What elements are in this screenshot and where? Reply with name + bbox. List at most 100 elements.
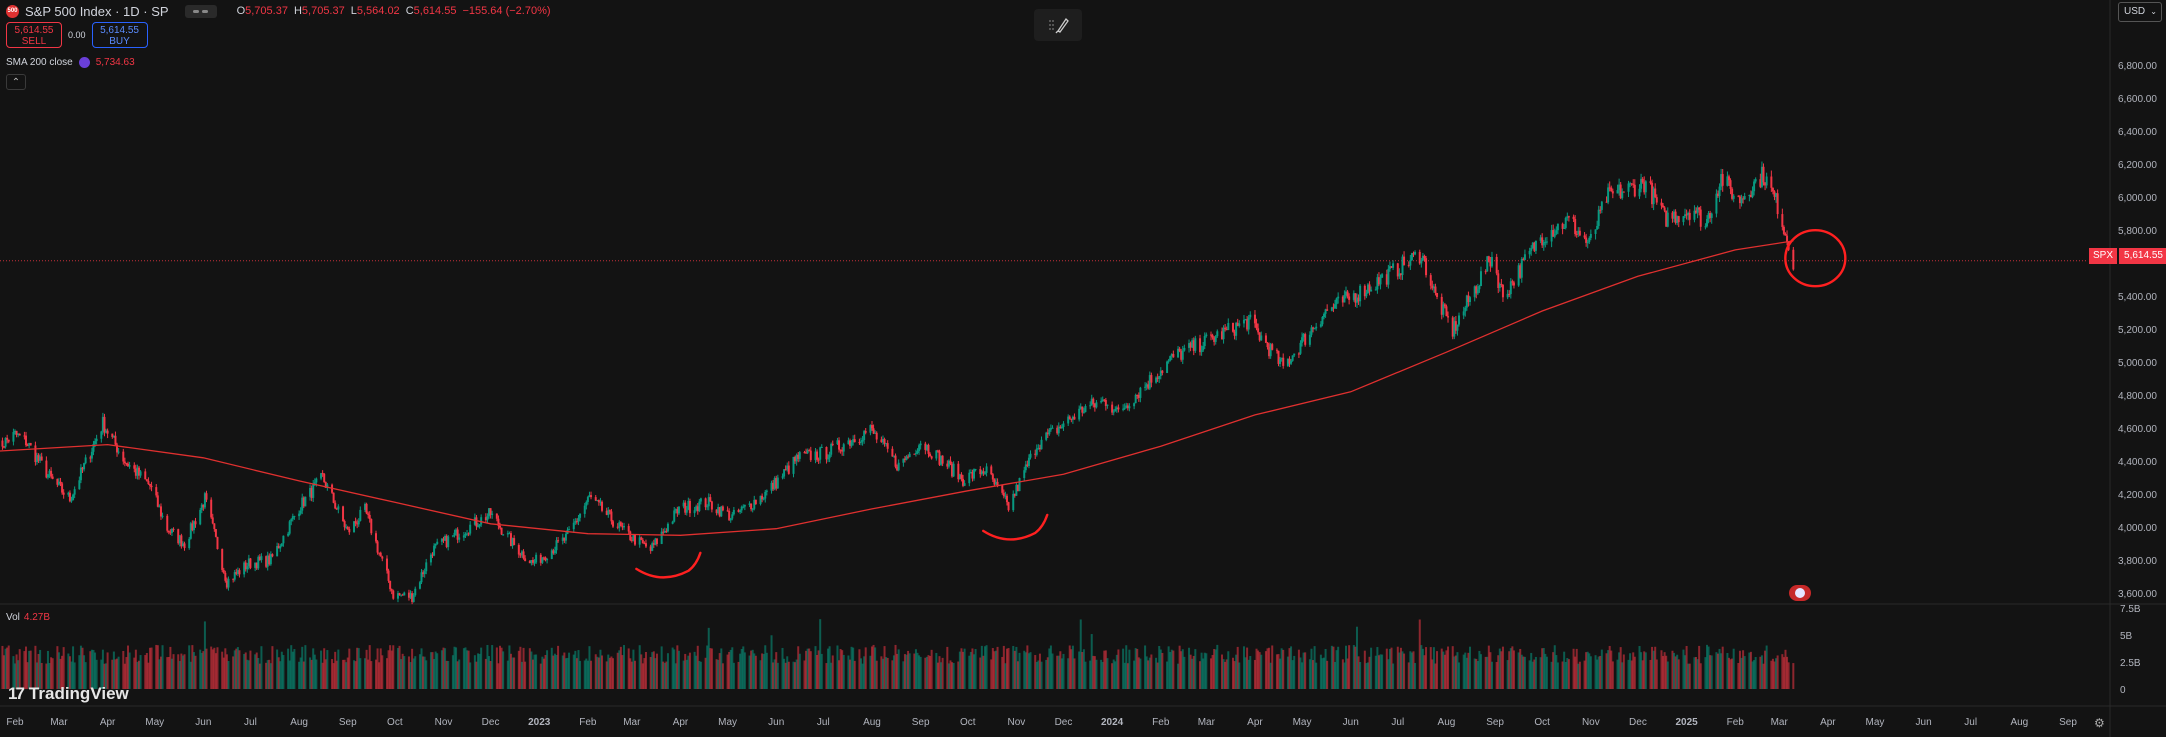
candle-body	[203, 493, 206, 508]
candle-body	[935, 450, 938, 459]
candle-body	[1026, 464, 1029, 466]
volume-bar	[1773, 661, 1776, 689]
candle-body	[682, 502, 685, 507]
volume-bar	[1376, 647, 1379, 689]
candle-body	[1106, 404, 1109, 406]
candlesticks[interactable]	[0, 161, 1795, 605]
volume-bar	[1749, 651, 1752, 689]
collapse-legend-button[interactable]: ⌃	[6, 74, 26, 90]
time-tick-label: Mar	[50, 717, 68, 728]
volume-legend[interactable]: Vol 4.27B	[6, 612, 50, 623]
candle-body	[1067, 416, 1070, 424]
candle-body	[638, 537, 641, 545]
candle-body	[39, 456, 42, 461]
candle-body	[1693, 210, 1696, 220]
currency-label: USD	[2124, 6, 2146, 17]
buy-button[interactable]: 5,614.55 BUY	[91, 22, 148, 48]
candle-body	[1249, 314, 1252, 318]
low-label: L	[350, 5, 357, 17]
candle-body	[1312, 327, 1315, 329]
economic-event-icon[interactable]	[1789, 585, 1811, 601]
volume-bar	[1181, 649, 1184, 689]
candle-body	[1699, 209, 1702, 227]
candle-body	[466, 533, 469, 535]
candle-body	[1583, 235, 1586, 238]
volume-bar	[520, 661, 523, 689]
volume-bar	[1445, 650, 1448, 689]
volume-bar	[1144, 645, 1147, 689]
volume-bar	[1221, 654, 1224, 689]
drawn-annotations[interactable]	[635, 228, 1847, 579]
drawing-toolbar[interactable]	[1034, 9, 1082, 41]
candle-body	[1290, 360, 1293, 364]
volume-bar	[530, 651, 533, 689]
volume-bar	[852, 647, 855, 689]
time-tick-label: Aug	[2010, 717, 2028, 728]
candle-body	[100, 431, 103, 439]
visibility-toggle-icon[interactable]	[184, 4, 217, 18]
candle-body	[938, 451, 941, 465]
candle-body	[1410, 253, 1413, 260]
tradingview-logo[interactable]: 17 TradingView	[8, 684, 129, 704]
sell-button[interactable]: 5,614.55 SELL	[6, 22, 62, 48]
volume-bar	[590, 660, 593, 689]
candle-body	[958, 474, 961, 480]
volume-bar	[455, 647, 458, 689]
volume-bar	[1597, 656, 1600, 689]
candle-body	[1759, 179, 1762, 187]
sma-legend[interactable]: SMA 200 close 5,734.63	[6, 57, 135, 68]
candle-body	[280, 543, 283, 547]
candle-body	[1731, 188, 1734, 199]
volume-bar	[385, 658, 388, 689]
candle-body	[1051, 427, 1054, 429]
volume-bar	[1440, 648, 1443, 689]
time-axis[interactable]: Feb Mar Apr May Jun Jul Aug Sep Oct Nov Dec 2023 Feb…	[6, 717, 2077, 728]
candle-body	[1297, 353, 1300, 355]
volume-bar	[786, 656, 789, 689]
candle-body	[125, 463, 128, 465]
candle-body	[1490, 256, 1493, 267]
volume-bar	[1704, 657, 1707, 689]
volume-bar	[1616, 659, 1619, 689]
volume-bar	[1128, 649, 1131, 689]
volume-bar	[50, 657, 53, 689]
price-axis[interactable]: 6,800.006,600.006,400.006,200.006,000.00…	[2118, 61, 2157, 600]
volume-bar	[874, 647, 877, 689]
candle-body	[1159, 370, 1162, 377]
candle-body	[924, 443, 927, 450]
volume-bar	[254, 654, 257, 689]
candle-body	[583, 505, 586, 514]
volume-bar	[332, 663, 335, 689]
candle-body	[1454, 321, 1457, 331]
candle-body	[654, 538, 657, 545]
volume-bar	[616, 652, 619, 689]
candle-body	[214, 529, 217, 537]
trade-buttons: 5,614.55 SELL 0.00 5,614.55 BUY	[6, 22, 148, 48]
volume-bar	[798, 653, 801, 689]
high-value: 5,705.37	[301, 5, 345, 17]
sma-value: 5,734.63	[95, 57, 135, 68]
candle-body	[310, 487, 313, 498]
volume-bar	[247, 660, 250, 689]
candle-body	[1522, 258, 1525, 260]
gear-icon[interactable]: ⚙	[2094, 716, 2105, 730]
currency-selector[interactable]: USD ⌄	[2118, 2, 2162, 22]
volume-bar	[105, 663, 108, 689]
volume-bar	[612, 658, 615, 689]
candle-body	[1682, 216, 1685, 223]
candle-body	[35, 455, 38, 463]
indicator-settings-icon[interactable]	[78, 57, 90, 68]
volume-bar	[1715, 652, 1718, 689]
symbol-title[interactable]: S&P 500 Index · 1D · SP	[25, 3, 169, 19]
volume-bar	[605, 661, 608, 689]
candle-body	[1236, 322, 1239, 326]
candle-body	[641, 539, 644, 544]
candle-body	[1013, 493, 1016, 496]
volume-bar	[502, 651, 505, 689]
volume-bar	[1161, 652, 1164, 689]
candle-body	[7, 439, 10, 442]
candle-body	[902, 458, 905, 463]
candle-body	[808, 450, 811, 452]
candle-body	[255, 562, 258, 569]
